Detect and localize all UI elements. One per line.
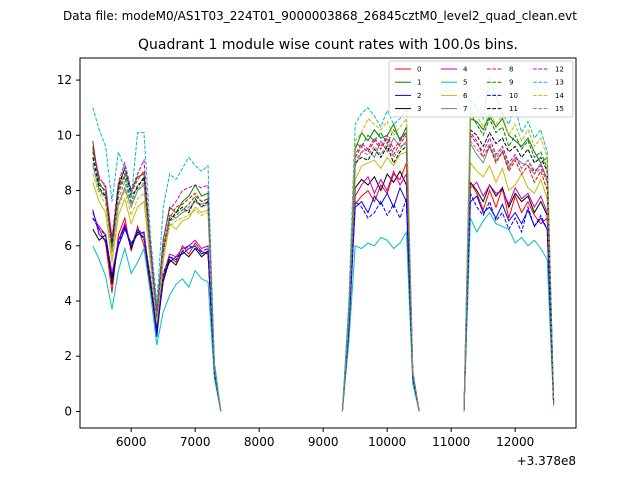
- series-12-line: [463, 133, 555, 412]
- series-8-line: [463, 131, 555, 412]
- series-14-line: [92, 173, 222, 412]
- series-6-line: [463, 161, 555, 412]
- x-tick-label: 10000: [368, 435, 406, 449]
- legend-label: 4: [463, 66, 468, 74]
- legend-label: 15: [555, 105, 564, 113]
- series-14-line: [341, 117, 420, 412]
- y-tick-label: 0: [64, 404, 72, 418]
- series-14-line: [463, 109, 555, 412]
- x-offset-label: +3.378e8: [517, 454, 576, 468]
- series-10-line: [341, 198, 420, 412]
- series-13-line: [92, 107, 222, 412]
- legend-label: 12: [555, 66, 564, 74]
- series-15-line: [463, 139, 555, 412]
- series-5-line: [92, 245, 222, 412]
- series-15-line: [341, 139, 420, 412]
- series-12-line: [92, 148, 222, 412]
- legend-label: 1: [417, 79, 421, 87]
- plot-lines: [92, 77, 555, 412]
- legend-label: 2: [417, 92, 421, 100]
- series-5-line: [341, 230, 420, 412]
- series-11-line: [463, 128, 555, 412]
- x-tick-label: 8000: [244, 435, 275, 449]
- series-9-line: [463, 111, 555, 412]
- y-tick-label: 2: [64, 349, 72, 363]
- legend-box: [388, 60, 574, 118]
- legend-label: 9: [509, 79, 513, 87]
- legend-label: 14: [555, 92, 564, 100]
- x-axis: 6000 7000 8000 9000 10000 11000 12000: [116, 428, 534, 449]
- series-4-line: [341, 169, 420, 412]
- series-4-line: [92, 217, 222, 412]
- y-tick-label: 8: [64, 184, 72, 198]
- legend-label: 10: [509, 92, 518, 100]
- y-axis: 0 2 4 6 8 10 12: [57, 73, 80, 418]
- legend-label: 0: [417, 66, 421, 74]
- x-tick-label: 12000: [496, 435, 534, 449]
- x-tick-label: 9000: [308, 435, 339, 449]
- series-11-line: [341, 145, 420, 412]
- data-file-header: Data file: modeM0/AS1T03_224T01_90000038…: [63, 9, 577, 23]
- series-15-line: [92, 162, 222, 412]
- y-tick-label: 4: [64, 294, 72, 308]
- x-tick-label: 7000: [180, 435, 211, 449]
- series-13-line: [463, 77, 555, 412]
- legend-label: 6: [463, 92, 468, 100]
- series-10-line: [92, 217, 222, 412]
- plot-frame: [79, 57, 577, 429]
- y-tick-label: 10: [57, 128, 72, 142]
- x-tick-label: 6000: [116, 435, 147, 449]
- series-3-line: [463, 180, 555, 412]
- series-11-line: [92, 157, 222, 412]
- series-7-line: [463, 141, 555, 412]
- legend-label: 5: [463, 79, 467, 87]
- series-4-line: [463, 181, 555, 412]
- series-2-line: [463, 195, 555, 412]
- y-tick-label: 6: [64, 239, 72, 253]
- x-tick-label: 11000: [432, 435, 470, 449]
- series-10-line: [463, 193, 555, 412]
- legend-label: 3: [417, 105, 421, 113]
- chart-title: Quadrant 1 module wise count rates with …: [138, 37, 518, 53]
- legend-label: 11: [509, 105, 518, 113]
- series-5-line: [463, 211, 555, 412]
- legend-label: 8: [509, 66, 513, 74]
- legend-label: 7: [463, 105, 467, 113]
- legend-label: 13: [555, 79, 564, 87]
- series-1-line: [463, 114, 555, 412]
- series-6-line: [92, 182, 222, 412]
- y-tick-label: 12: [57, 73, 72, 87]
